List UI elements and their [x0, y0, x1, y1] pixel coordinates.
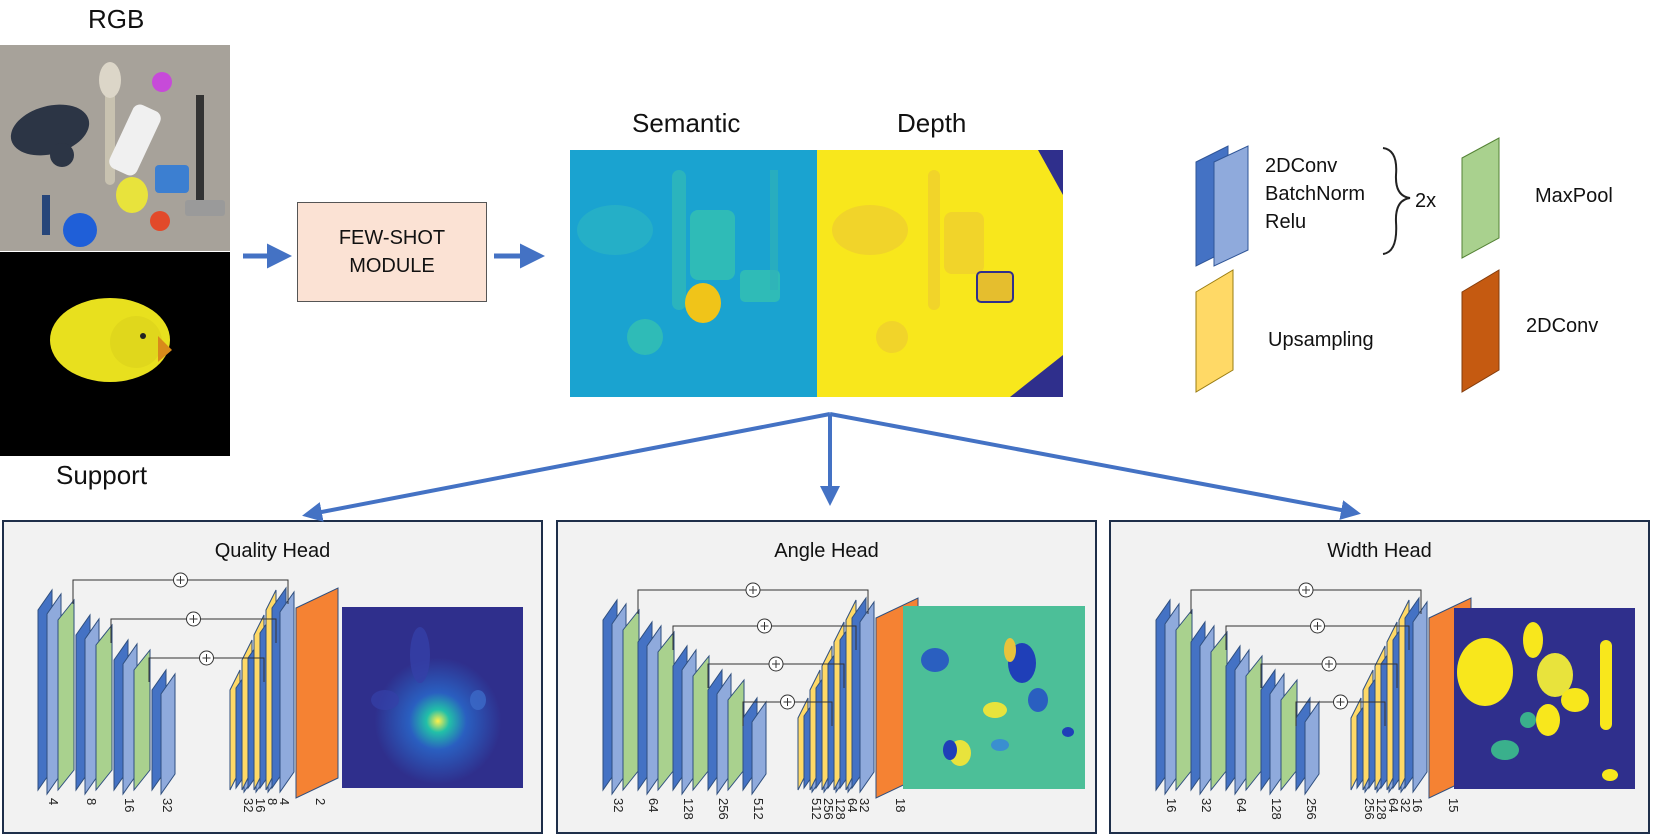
head-2-channel-label-6: 128 — [1374, 798, 1389, 820]
head-2-enc-pool-2 — [1245, 654, 1263, 792]
head-0-channel-label-4: 32 — [241, 798, 256, 812]
head-1-dec-conv-light-4 — [859, 600, 875, 794]
head-1-channel-label-6: 256 — [821, 798, 836, 820]
head-2-channel-label-10: 15 — [1446, 798, 1461, 812]
legend-shapes — [1195, 137, 1500, 393]
head-1-channel-label-0: 32 — [611, 798, 626, 812]
head-1-channel-label-3: 256 — [716, 798, 731, 820]
head-2-channel-label-2: 64 — [1234, 798, 1249, 812]
head-1-enc-conv-light-4 — [751, 700, 767, 796]
support-label: Support — [56, 460, 148, 490]
head-2-channel-label-7: 64 — [1386, 798, 1401, 812]
head-1-enc-pool-1 — [657, 630, 675, 792]
head-0-final-conv — [295, 587, 339, 799]
head-1-channel-label-5: 512 — [809, 798, 824, 820]
head-0-enc-pool-1 — [95, 623, 113, 792]
quality-output-map — [342, 607, 523, 788]
depth-map — [817, 150, 1063, 397]
head-1-channel-label-8: 64 — [845, 798, 860, 812]
head-1-enc-pool-3 — [727, 678, 745, 792]
legend-conv-block-label: 2DConv BatchNorm Relu — [1265, 152, 1365, 236]
legend-line-relu: Relu — [1265, 211, 1307, 233]
rgb-image — [0, 45, 230, 251]
head-0-channel-label-8: 2 — [313, 798, 328, 805]
legend-line-2dconv: 2DConv — [1265, 155, 1338, 177]
head-2-enc-pool-1 — [1210, 630, 1228, 792]
legend-upsampling-label: Upsampling — [1268, 329, 1374, 351]
head-0-channel-label-1: 8 — [84, 798, 99, 805]
legend-maxpool-shape — [1461, 137, 1500, 259]
head-2-enc-conv-light-4 — [1304, 700, 1320, 796]
head-2-channel-label-9: 16 — [1410, 798, 1425, 812]
few-shot-module-line1: FEW-SHOT — [338, 227, 446, 249]
head-2-channel-label-8: 32 — [1398, 798, 1413, 812]
quality-head-title: Quality Head — [214, 540, 331, 562]
head-0-channel-label-6: 8 — [265, 798, 280, 805]
head-2-enc-pool-3 — [1280, 678, 1298, 792]
legend-2dconv-shape — [1461, 269, 1500, 393]
head-2-channel-label-3: 128 — [1269, 798, 1284, 820]
few-shot-module: FEW-SHOT MODULE — [297, 202, 487, 302]
head-2-channel-label-5: 256 — [1362, 798, 1377, 820]
depth-label: Depth — [897, 108, 967, 138]
rgb-label: RGB — [88, 4, 145, 34]
semantic-map — [570, 150, 817, 397]
head-0-channel-label-0: 4 — [46, 798, 61, 805]
head-2-channel-label-1: 32 — [1199, 798, 1214, 812]
width-head-title: Width Head — [1327, 540, 1432, 562]
head-1-channel-label-4: 512 — [751, 798, 766, 820]
width-output-map — [1454, 608, 1635, 789]
angle-output-map — [903, 606, 1085, 789]
head-0-dec-conv-light-3 — [279, 590, 295, 794]
head-1-channel-label-10: 18 — [893, 798, 908, 812]
head-1-channel-label-9: 32 — [857, 798, 872, 812]
head-0-enc-pool-0 — [57, 598, 75, 792]
head-2-enc-pool-0 — [1175, 608, 1193, 792]
few-shot-module-line2: MODULE — [349, 255, 435, 277]
head-0-enc-conv-light-3 — [160, 672, 176, 796]
legend-upsampling-shape — [1195, 269, 1234, 393]
head-0-channel-label-5: 16 — [253, 798, 268, 812]
semantic-label: Semantic — [632, 108, 741, 138]
head-2-channel-label-4: 256 — [1304, 798, 1319, 820]
support-image — [0, 252, 230, 456]
head-1-channel-label-2: 128 — [681, 798, 696, 820]
legend-conv-light — [1213, 145, 1249, 267]
head-0-channel-label-7: 4 — [277, 798, 292, 805]
head-1-channel-label-7: 128 — [833, 798, 848, 820]
legend-conv-label: 2DConv — [1526, 315, 1599, 337]
head-1-channel-label-1: 64 — [646, 798, 661, 812]
head-0-channel-label-2: 16 — [122, 798, 137, 812]
legend-repeat-label: 2x — [1415, 190, 1437, 212]
legend-line-batchnorm: BatchNorm — [1265, 183, 1366, 205]
angle-head-title: Angle Head — [774, 540, 879, 562]
branch-arrows — [302, 412, 1361, 522]
head-1-enc-pool-0 — [622, 608, 640, 792]
head-2-dec-conv-light-4 — [1412, 600, 1428, 794]
legend-maxpool-label: MaxPool — [1535, 185, 1613, 207]
head-1-enc-pool-2 — [692, 654, 710, 792]
head-0-channel-label-3: 32 — [160, 798, 175, 812]
head-2-channel-label-0: 16 — [1164, 798, 1179, 812]
legend-brace — [1382, 147, 1411, 255]
head-0-enc-pool-2 — [133, 648, 151, 792]
